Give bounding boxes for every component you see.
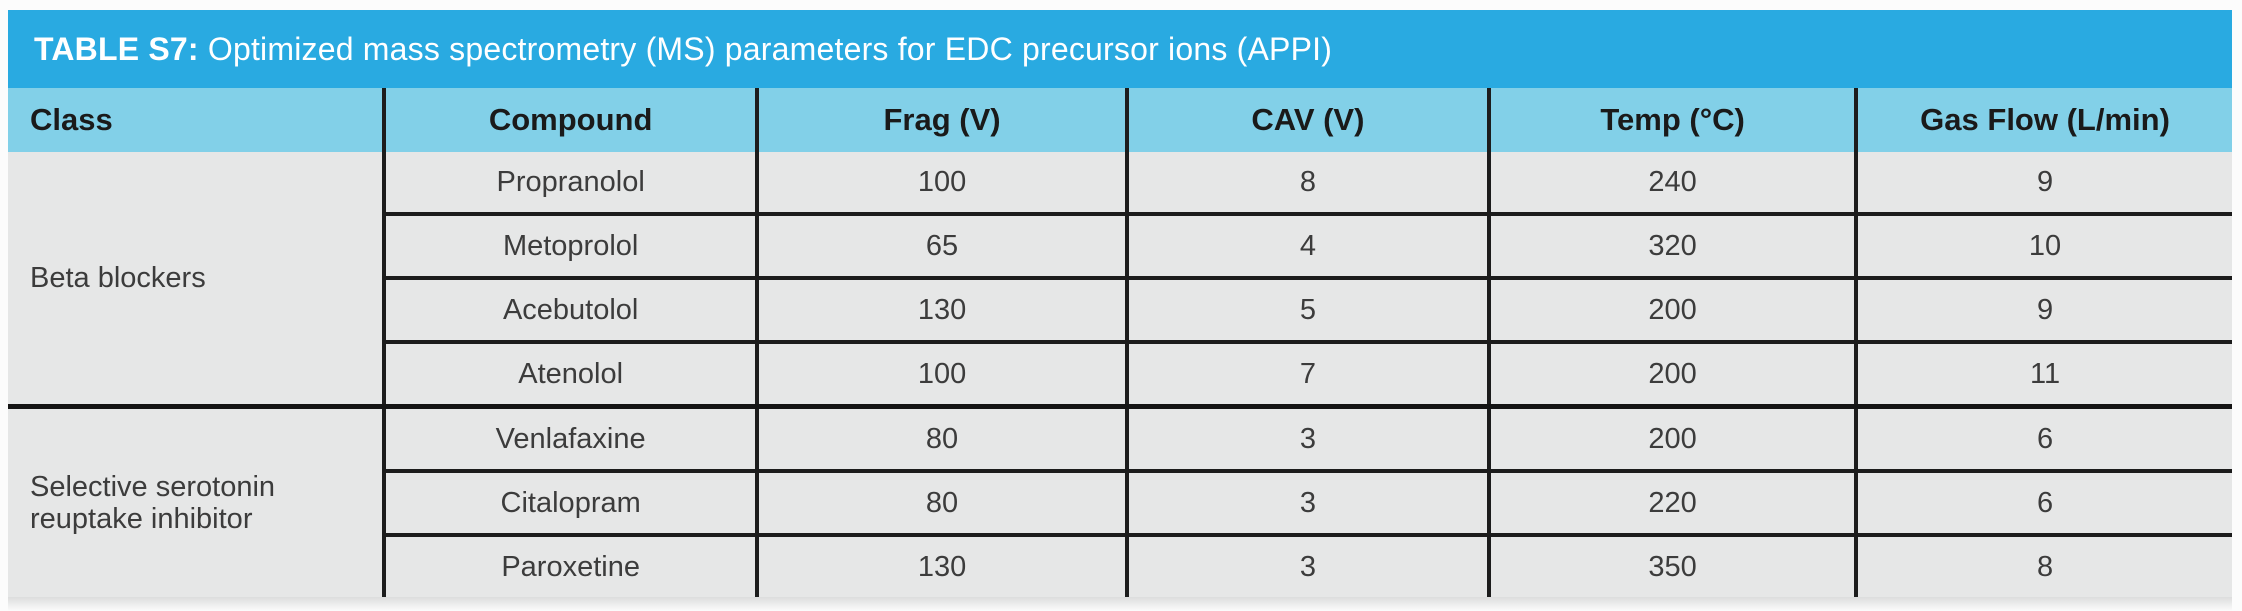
cell-temp: 240 [1487, 152, 1857, 214]
cell-frag: 80 [755, 469, 1127, 535]
cell-temp: 200 [1487, 404, 1857, 471]
header-row: Class Compound Frag (V) CAV (V) Temp (°C) Gas… [8, 88, 2232, 152]
cell-cav: 4 [1124, 212, 1490, 278]
cell-frag: 65 [755, 212, 1127, 278]
cell-cav: 5 [1124, 276, 1490, 342]
bottom-fade [8, 597, 2232, 611]
table-row: Atenolol 100 7 200 11 [8, 340, 2232, 407]
cell-compound: Citalopram [381, 469, 758, 535]
cell-frag: 130 [755, 276, 1127, 342]
cell-gas_flow: 9 [1854, 152, 2232, 214]
cell-cav: 3 [1124, 404, 1490, 471]
cell-cav: 7 [1124, 340, 1490, 407]
table-row: Citalopram 80 3 220 6 [8, 469, 2232, 535]
cell-compound: Atenolol [381, 340, 758, 407]
column-header-frag: Frag (V) [755, 88, 1127, 152]
cell-cav: 3 [1124, 533, 1490, 597]
cell-compound: Metoprolol [381, 212, 758, 278]
table-title-text: Optimized mass spectrometry (MS) paramet… [198, 30, 1333, 67]
cell-frag: 80 [755, 404, 1127, 471]
cell-temp: 200 [1487, 340, 1857, 407]
column-header-cav: CAV (V) [1124, 88, 1490, 152]
column-header-compound: Compound [381, 88, 758, 152]
cell-compound: Propranolol [381, 152, 758, 214]
column-header-gas_flow: Gas Flow (L/min) [1854, 88, 2232, 152]
cell-compound: Paroxetine [381, 533, 758, 597]
cell-cav: 3 [1124, 469, 1490, 535]
cell-temp: 200 [1487, 276, 1857, 342]
table-number-label: TABLE S7: [34, 30, 199, 67]
cell-temp: 320 [1487, 212, 1857, 278]
cell-frag: 100 [755, 152, 1127, 214]
cell-class-group: Selective serotonin reuptake inhibitor [8, 404, 384, 597]
table-row: Beta blockers Propranolol 100 8 240 9 [8, 152, 2232, 407]
cell-gas_flow: 6 [1854, 404, 2232, 471]
table-row: Acebutolol 130 5 200 9 [8, 276, 2232, 342]
cell-compound: Venlafaxine [381, 404, 758, 471]
table-row: Metoprolol 65 4 320 10 [8, 212, 2232, 278]
cell-temp: 350 [1487, 533, 1857, 597]
cell-temp: 220 [1487, 469, 1857, 535]
table-row: Paroxetine 130 3 350 8 [8, 533, 2232, 597]
table-body: Beta blockers Propranolol 100 8 240 9 Metoprol… [8, 152, 2232, 597]
cell-class-group: Beta blockers [8, 152, 384, 407]
column-header-class: Class [8, 88, 384, 152]
ms-parameters-table: Class Compound Frag (V) CAV (V) Temp (°C) Gas… [8, 88, 2232, 597]
cell-gas_flow: 9 [1854, 276, 2232, 342]
table-title-bar: TABLE S7: Optimized mass spectrometry (M… [8, 10, 2232, 88]
cell-gas_flow: 10 [1854, 212, 2232, 278]
cell-gas_flow: 8 [1854, 533, 2232, 597]
cell-gas_flow: 11 [1854, 340, 2232, 407]
cell-frag: 130 [755, 533, 1127, 597]
cell-frag: 100 [755, 340, 1127, 407]
cell-compound: Acebutolol [381, 276, 758, 342]
table-card: TABLE S7: Optimized mass spectrometry (M… [8, 10, 2232, 611]
table-row: Selective serotonin reuptake inhibitor Ve… [8, 404, 2232, 597]
cell-gas_flow: 6 [1854, 469, 2232, 535]
cell-cav: 8 [1124, 152, 1490, 214]
column-header-temp: Temp (°C) [1487, 88, 1857, 152]
